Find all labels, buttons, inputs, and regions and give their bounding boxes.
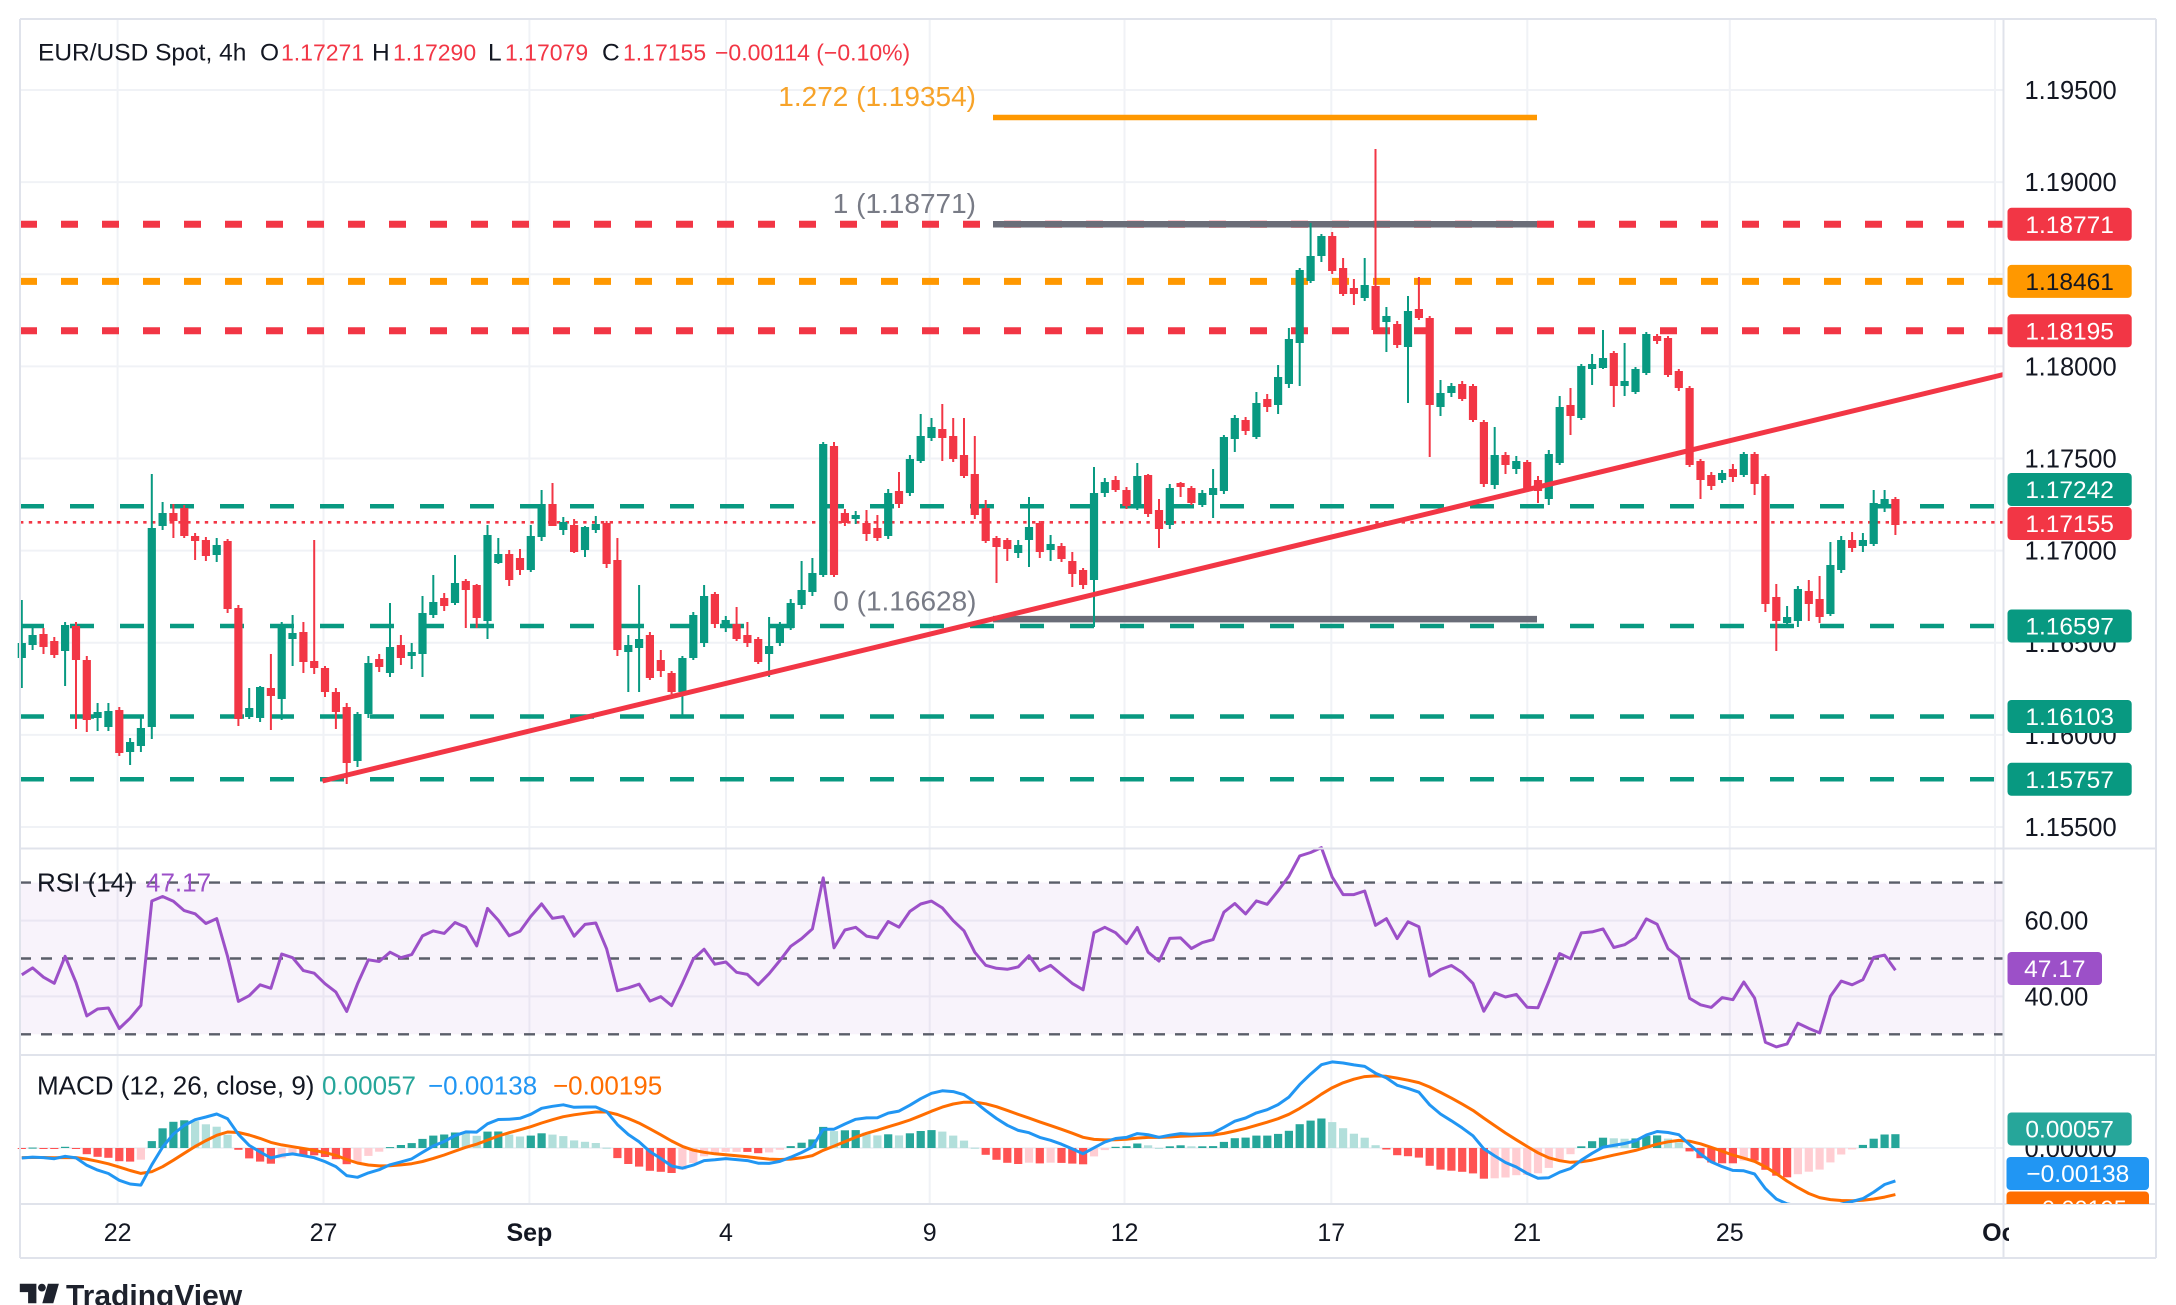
svg-text:4: 4 [719,1219,733,1247]
svg-text:1.19500: 1.19500 [2025,77,2117,105]
svg-text:Oct: Oct [1982,1219,2024,1247]
svg-text:1.18771: 1.18771 [2025,212,2114,239]
svg-text:0 (1.16628): 0 (1.16628) [833,586,976,617]
svg-text:1.15500: 1.15500 [2025,814,2117,842]
svg-text:25: 25 [1716,1219,1744,1247]
svg-text:1.18195: 1.18195 [2025,318,2114,345]
svg-text:0.00057: 0.00057 [2025,1117,2114,1144]
svg-text:C: C [602,40,620,67]
svg-text:1.15757: 1.15757 [2025,767,2114,794]
svg-text:1.272 (1.19354): 1.272 (1.19354) [778,81,976,112]
svg-text:−0.00138: −0.00138 [428,1071,537,1101]
svg-text:0.00057: 0.00057 [322,1071,416,1101]
svg-text:47.17: 47.17 [2024,956,2085,983]
svg-text:−0.00195: −0.00195 [2028,1196,2127,1222]
svg-text:1.19000: 1.19000 [2025,169,2117,197]
svg-text:1.17079: 1.17079 [505,40,588,66]
svg-text:1.18461: 1.18461 [2025,269,2114,296]
svg-text:EUR/USD Spot, 4h: EUR/USD Spot, 4h [38,40,246,67]
svg-text:1.17271: 1.17271 [281,40,364,66]
svg-text:47.17: 47.17 [146,868,211,898]
svg-text:TradingView: TradingView [66,1280,243,1305]
svg-text:12: 12 [1111,1219,1139,1247]
svg-text:1.17242: 1.17242 [2025,477,2114,504]
svg-text:17: 17 [1317,1219,1345,1247]
svg-text:27: 27 [310,1219,338,1247]
svg-text:−0.00138: −0.00138 [2026,1161,2129,1188]
svg-text:1.16597: 1.16597 [2025,614,2114,641]
svg-text:1.17155: 1.17155 [2025,511,2114,538]
svg-text:H: H [372,40,390,67]
svg-text:22: 22 [104,1219,132,1247]
svg-text:Sep: Sep [506,1219,552,1247]
svg-text:1.17000: 1.17000 [2025,538,2117,566]
svg-text:1.17290: 1.17290 [393,40,476,66]
svg-text:9: 9 [923,1219,937,1247]
svg-text:−0.00114 (−0.10%): −0.00114 (−0.10%) [715,40,910,66]
svg-text:60.00: 60.00 [2025,908,2089,936]
svg-text:MACD (12, 26, close, 9): MACD (12, 26, close, 9) [37,1071,314,1101]
svg-text:L: L [488,40,502,67]
svg-text:O: O [260,40,279,67]
svg-text:1.17155: 1.17155 [623,40,706,66]
svg-text:21: 21 [1513,1219,1541,1247]
svg-text:1 (1.18771): 1 (1.18771) [833,188,976,219]
svg-text:1.18000: 1.18000 [2025,353,2117,381]
svg-text:40.00: 40.00 [2025,983,2089,1011]
svg-text:1.17500: 1.17500 [2025,446,2117,474]
svg-text:1.16103: 1.16103 [2025,704,2114,731]
svg-text:−0.00195: −0.00195 [553,1071,662,1101]
svg-text:RSI (14): RSI (14) [37,868,134,898]
